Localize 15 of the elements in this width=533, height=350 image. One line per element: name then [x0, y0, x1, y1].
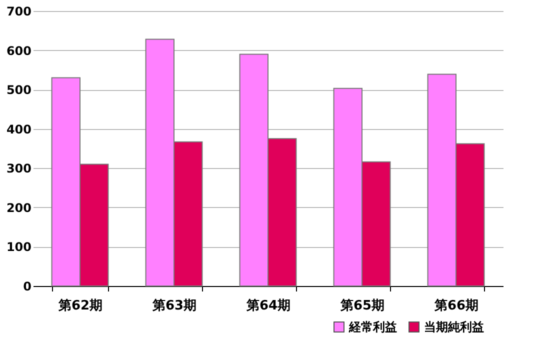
y-tick-label: 400: [6, 122, 32, 136]
y-tick-label: 100: [6, 240, 32, 254]
x-tick-label: 第64期: [245, 298, 291, 314]
y-tick-label: 600: [6, 44, 32, 58]
x-tick-label: 第62期: [57, 298, 103, 314]
x-tick-label: 第66期: [433, 298, 479, 314]
legend-label: 当期純利益: [424, 320, 484, 334]
y-tick-label: 0: [23, 280, 32, 294]
y-tick-label: 300: [6, 162, 32, 176]
y-tick-label: 500: [6, 83, 32, 98]
y-tick-label: 700: [6, 4, 32, 18]
y-tick-label: 200: [6, 200, 32, 215]
x-tick-label: 第63期: [151, 298, 197, 314]
x-tick-label: 第65期: [339, 298, 385, 314]
legend-label: 経常利益: [348, 320, 397, 334]
